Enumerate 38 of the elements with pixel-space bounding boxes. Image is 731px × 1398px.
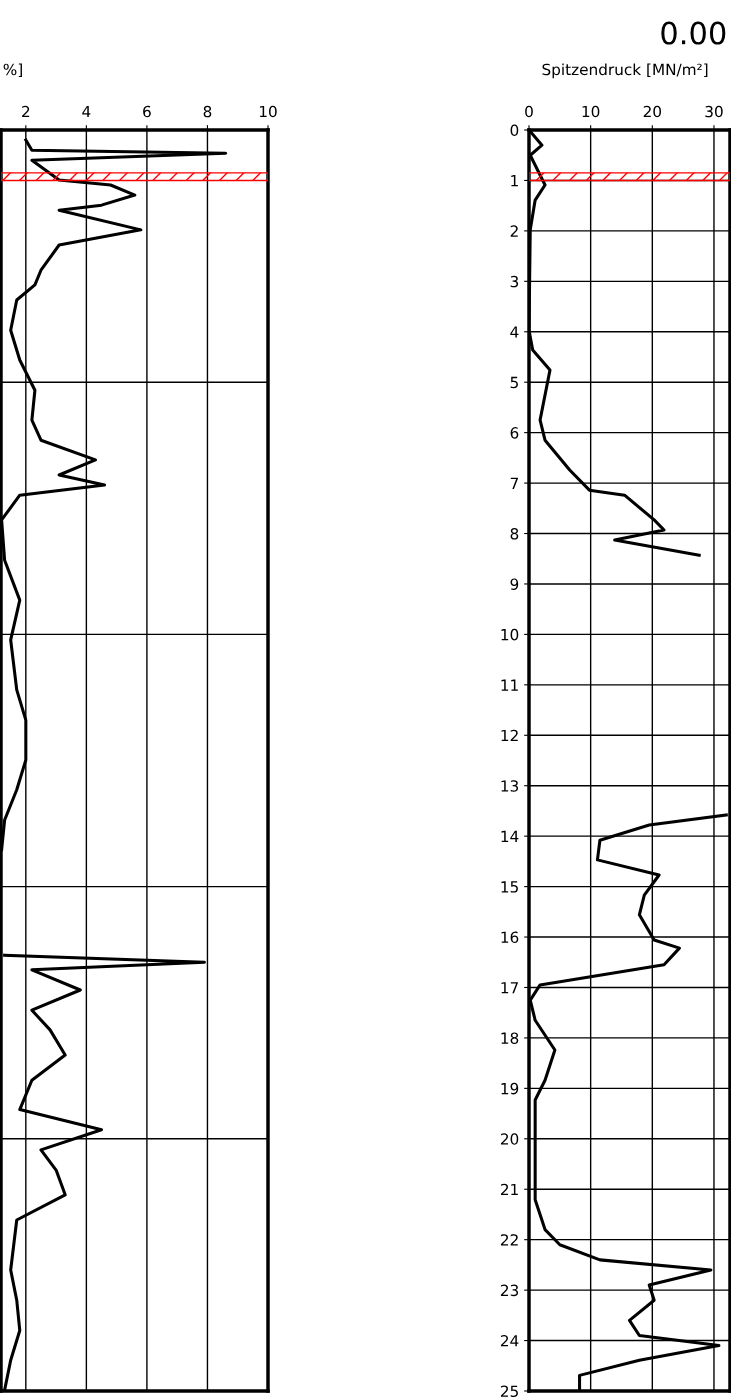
x-tick-label: 6 — [143, 105, 151, 118]
y-tick-label: 16 — [501, 931, 519, 944]
x-axis-title: %] — [3, 63, 22, 78]
y-tick-label: 11 — [501, 679, 518, 691]
y-tick-label: 8 — [510, 527, 519, 540]
y-tick-label: 23 — [500, 1284, 519, 1297]
y-tick-label: 17 — [501, 982, 518, 994]
y-tick-label: 12 — [501, 729, 518, 742]
x-axis-title: Spitzendruck [MN/m²] — [542, 63, 708, 79]
y-tick-label: 4 — [510, 326, 519, 338]
y-tick-label: 21 — [500, 1183, 518, 1196]
y-tick-label: 20 — [500, 1133, 519, 1145]
y-tick-label: 14 — [501, 830, 519, 842]
y-tick-label: 22 — [500, 1234, 518, 1246]
y-tick-label: 5 — [510, 376, 518, 389]
x-tick-label: 0 — [525, 105, 533, 118]
y-tick-label: 13 — [501, 780, 519, 792]
y-tick-label: 2 — [510, 225, 518, 237]
y-tick-label: 3 — [510, 275, 519, 288]
y-tick-label: 9 — [510, 578, 519, 590]
y-tick-label: 10 — [501, 628, 519, 641]
y-tick-label: 7 — [510, 477, 518, 489]
y-tick-label: 15 — [501, 881, 518, 893]
x-tick-label: 20 — [643, 105, 662, 118]
x-tick-label: 2 — [22, 105, 30, 118]
y-tick-label: 25 — [500, 1385, 518, 1398]
x-tick-label: 8 — [203, 105, 212, 118]
x-tick-label: 4 — [82, 105, 91, 118]
y-tick-label: 1 — [511, 175, 518, 187]
x-tick-label: 10 — [259, 105, 277, 118]
y-tick-label: 24 — [500, 1335, 519, 1347]
y-tick-label: 6 — [510, 427, 519, 439]
x-tick-label: 10 — [582, 105, 600, 118]
y-tick-label: 18 — [501, 1032, 519, 1044]
y-tick-label: 19 — [501, 1082, 519, 1095]
x-tick-label: 30 — [705, 105, 723, 118]
y-tick-label: 0 — [510, 124, 519, 137]
chart-title: 0.00 — [661, 21, 726, 45]
